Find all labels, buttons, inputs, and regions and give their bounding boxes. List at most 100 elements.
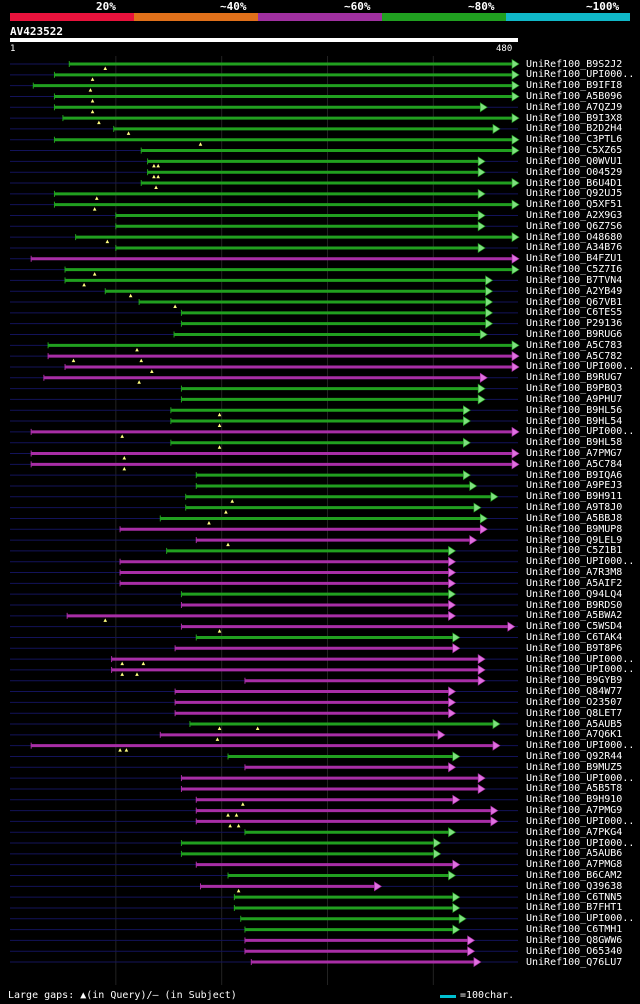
hit-row[interactable] — [10, 686, 518, 697]
hit-label[interactable]: UniRef100_UPI000.. — [526, 69, 635, 81]
hit-label[interactable]: UniRef100_O04529 — [526, 166, 623, 178]
hit-label[interactable]: UniRef100_C5Z1B1 — [526, 545, 623, 557]
hit-row[interactable] — [10, 437, 518, 449]
hit-label[interactable]: UniRef100_UPI000.. — [526, 426, 635, 438]
hit-row[interactable] — [10, 567, 518, 578]
hit-row[interactable] — [10, 264, 520, 276]
hit-row[interactable] — [10, 578, 518, 589]
hit-row[interactable] — [10, 232, 520, 244]
hit-row[interactable] — [10, 113, 520, 125]
hit-label[interactable]: UniRef100_A7Q6K1 — [526, 729, 623, 741]
hit-label[interactable]: UniRef100_Q67VB1 — [526, 296, 623, 308]
hit-label[interactable]: UniRef100_B9RDS0 — [526, 599, 623, 611]
hit-row[interactable] — [10, 145, 520, 156]
hit-label[interactable]: UniRef100_Q5XF51 — [526, 199, 623, 211]
hit-row[interactable] — [10, 837, 518, 849]
hit-label[interactable]: UniRef100_B4FZU1 — [526, 253, 623, 265]
hit-row[interactable] — [10, 318, 518, 329]
hit-row[interactable] — [10, 848, 518, 859]
hit-label[interactable]: UniRef100_A5C782 — [526, 350, 623, 362]
hit-label[interactable]: UniRef100_B7TVN4 — [526, 274, 623, 286]
hit-row[interactable] — [10, 816, 518, 828]
hit-label[interactable]: UniRef100_C6TMH1 — [526, 924, 623, 936]
hit-label[interactable]: UniRef100_UPI000.. — [526, 653, 635, 665]
hit-row[interactable] — [10, 296, 518, 309]
hit-label[interactable]: UniRef100_A9PEJ3 — [526, 480, 623, 492]
hit-row[interactable] — [10, 708, 518, 719]
hit-row[interactable] — [10, 935, 518, 946]
hit-label[interactable]: UniRef100_Q0WVU1 — [526, 155, 623, 167]
hit-label[interactable]: UniRef100_A5BWA2 — [526, 610, 623, 622]
hit-row[interactable] — [10, 480, 518, 492]
hit-label[interactable]: UniRef100_B9T8P6 — [526, 642, 623, 654]
hit-label[interactable]: UniRef100_A7R3M8 — [526, 567, 623, 579]
hit-label[interactable]: UniRef100_A34B76 — [526, 242, 623, 254]
hit-row[interactable] — [10, 58, 520, 71]
hit-row[interactable] — [10, 134, 520, 146]
hit-row[interactable] — [10, 307, 518, 318]
hit-label[interactable]: UniRef100_O65340 — [526, 945, 623, 957]
hit-row[interactable] — [10, 643, 518, 654]
hit-row[interactable] — [10, 805, 518, 817]
hit-row[interactable] — [10, 448, 520, 460]
hit-label[interactable]: UniRef100_B9H911 — [526, 491, 623, 503]
hit-row[interactable] — [10, 783, 518, 794]
hit-row[interactable] — [10, 275, 518, 287]
hit-label[interactable]: UniRef100_O48680 — [526, 231, 623, 243]
hit-label[interactable]: UniRef100_B9HL58 — [526, 437, 623, 449]
hit-label[interactable]: UniRef100_A5AUB6 — [526, 848, 623, 860]
hit-row[interactable] — [10, 459, 520, 471]
hit-label[interactable]: UniRef100_B9RUG7 — [526, 372, 623, 384]
hit-row[interactable] — [10, 535, 518, 547]
hit-label[interactable]: UniRef100_A5BBJ8 — [526, 512, 623, 524]
hit-row[interactable] — [10, 924, 518, 935]
hit-row[interactable] — [10, 383, 518, 394]
hit-row[interactable] — [10, 632, 518, 643]
hit-label[interactable]: UniRef100_A9T8J0 — [526, 502, 623, 514]
hit-row[interactable] — [10, 426, 520, 438]
hit-row[interactable] — [10, 253, 520, 264]
hit-row[interactable] — [10, 654, 518, 666]
hit-label[interactable]: UniRef100_B9I3X8 — [526, 112, 623, 124]
hit-label[interactable]: UniRef100_B9GYB9 — [526, 675, 623, 687]
hit-label[interactable]: UniRef100_Q94LQ4 — [526, 588, 623, 600]
hit-row[interactable] — [10, 351, 520, 363]
hit-label[interactable]: UniRef100_Q92R44 — [526, 750, 623, 762]
hit-label[interactable]: UniRef100_Q39638 — [526, 880, 623, 892]
hit-label[interactable]: UniRef100_C6TAK4 — [526, 631, 623, 643]
hit-row[interactable] — [10, 167, 518, 179]
hit-label[interactable]: UniRef100_A9PHU7 — [526, 393, 623, 405]
hit-row[interactable] — [10, 513, 518, 525]
hit-label[interactable]: UniRef100_B9IFI8 — [526, 80, 623, 92]
hit-row[interactable] — [10, 751, 518, 762]
hit-row[interactable] — [10, 210, 518, 221]
hit-label[interactable]: UniRef100_B6U4D1 — [526, 177, 623, 189]
hit-row[interactable] — [10, 740, 518, 752]
hit-row[interactable] — [10, 361, 520, 373]
hit-label[interactable]: UniRef100_UPI000.. — [526, 913, 635, 925]
hit-row[interactable] — [10, 870, 518, 881]
hit-row[interactable] — [10, 610, 518, 622]
hit-row[interactable] — [10, 589, 518, 600]
hit-row[interactable] — [10, 340, 520, 352]
hit-label[interactable]: UniRef100_C5Z7I6 — [526, 264, 623, 276]
hit-label[interactable]: UniRef100_Q8LET7 — [526, 707, 623, 719]
hit-label[interactable]: UniRef100_A5C784 — [526, 458, 623, 470]
hit-row[interactable] — [10, 91, 520, 103]
hit-label[interactable]: UniRef100_A5AIF2 — [526, 577, 623, 589]
hit-label[interactable]: UniRef100_A7PKG4 — [526, 826, 623, 838]
hit-row[interactable] — [10, 470, 518, 481]
hit-row[interactable] — [10, 556, 518, 567]
hit-row[interactable] — [10, 859, 518, 870]
hit-row[interactable] — [10, 405, 518, 417]
hit-row[interactable] — [10, 913, 518, 924]
hit-label[interactable]: UniRef100_C6TNN5 — [526, 891, 623, 903]
hit-row[interactable] — [10, 69, 520, 81]
hit-row[interactable] — [10, 416, 518, 428]
hit-row[interactable] — [10, 892, 518, 903]
hit-row[interactable] — [10, 773, 518, 784]
hit-label[interactable]: UniRef100_UPI000.. — [526, 837, 635, 849]
hit-label[interactable]: UniRef100_A7PMG7 — [526, 448, 623, 460]
hit-label[interactable]: UniRef100_UPI000.. — [526, 361, 635, 373]
hit-row[interactable] — [10, 794, 518, 806]
